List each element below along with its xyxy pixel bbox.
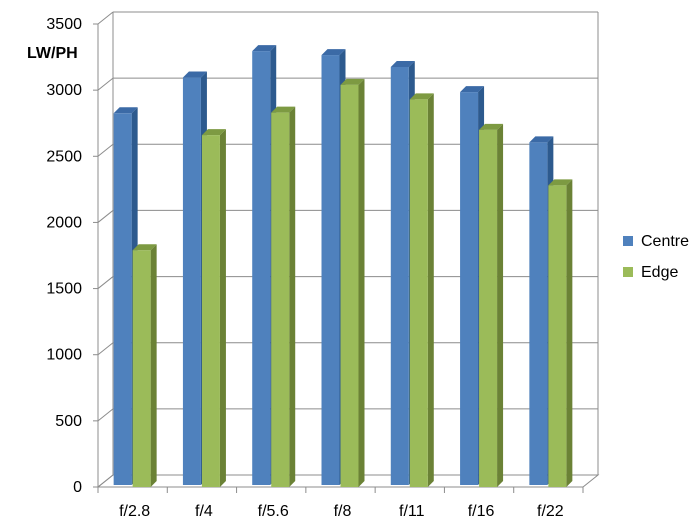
bar-top — [132, 244, 157, 251]
bar-side — [150, 244, 157, 487]
bar-top — [390, 60, 415, 67]
bar-top — [113, 107, 138, 114]
gridline-depth — [97, 408, 114, 422]
bar-top — [321, 49, 346, 56]
bar-side — [566, 179, 573, 488]
legend-label-edge: Edge — [641, 264, 678, 281]
bar-top — [271, 106, 296, 113]
bar-top — [252, 45, 277, 52]
bar-side — [219, 129, 226, 487]
bar-edge-1 — [201, 135, 220, 487]
bar-top — [548, 179, 573, 186]
bar-side — [358, 78, 365, 487]
gridline-depth — [97, 143, 114, 157]
bar-centre-3 — [321, 55, 340, 485]
gridline-depth — [97, 77, 114, 91]
legend-label-centre: Centre — [641, 233, 689, 250]
y-tick-label: 1000 — [46, 347, 82, 364]
y-tick-label: 1500 — [46, 281, 82, 298]
bar-edge-0 — [132, 250, 151, 487]
legend: Centre Edge — [623, 233, 689, 281]
legend-swatch-edge — [623, 267, 633, 277]
y-tick-label: 0 — [73, 479, 82, 496]
bar-side — [427, 93, 434, 487]
y-tick-label: 500 — [55, 413, 82, 430]
bar-top — [182, 71, 207, 78]
bar-side — [289, 106, 296, 487]
bar-centre-5 — [460, 92, 479, 486]
gridline-depth — [97, 276, 114, 289]
bar-centre-6 — [529, 142, 548, 485]
gridline-depth — [97, 342, 114, 356]
bar-top — [201, 129, 226, 136]
gridline-depth — [97, 210, 114, 223]
bar-centre-0 — [113, 113, 132, 485]
gridline-depth — [97, 11, 114, 25]
bar-top — [529, 136, 554, 143]
bar-side — [497, 123, 504, 487]
bar-top — [479, 123, 504, 130]
bar-centre-4 — [390, 66, 409, 485]
y-tick-label: 2500 — [46, 148, 82, 165]
y-tick-label: 3500 — [46, 16, 82, 33]
bar-edge-6 — [548, 185, 567, 488]
y-axis-label: LW/PH — [27, 45, 78, 62]
bar-edge-2 — [271, 112, 290, 487]
bar-centre-2 — [252, 51, 271, 486]
x-tick-label: f/5.6 — [258, 503, 289, 520]
bar-top — [340, 78, 365, 85]
y-tick-label: 3000 — [46, 82, 82, 99]
x-tick-label: f/11 — [399, 503, 425, 520]
x-tick-label: f/4 — [195, 503, 213, 520]
bar-centre-1 — [182, 77, 201, 485]
bar-edge-4 — [409, 99, 428, 487]
y-tick-label: 2000 — [46, 214, 82, 231]
bar-edge-5 — [479, 129, 498, 488]
x-tick-label: f/8 — [334, 503, 352, 520]
tick-labels: 0 500 1000 1500 2000 2500 3000 3500 f/2.8 f/4 f/5.… — [46, 16, 563, 520]
x-tick-label: f/2.8 — [119, 503, 150, 520]
x-tick-label: f/22 — [537, 503, 564, 520]
legend-swatch-centre — [623, 236, 633, 246]
bar-edge-3 — [340, 84, 359, 487]
bars — [113, 45, 573, 488]
bar-top — [409, 93, 434, 100]
bar-top — [460, 86, 485, 93]
x-tick-label: f/16 — [468, 503, 495, 520]
